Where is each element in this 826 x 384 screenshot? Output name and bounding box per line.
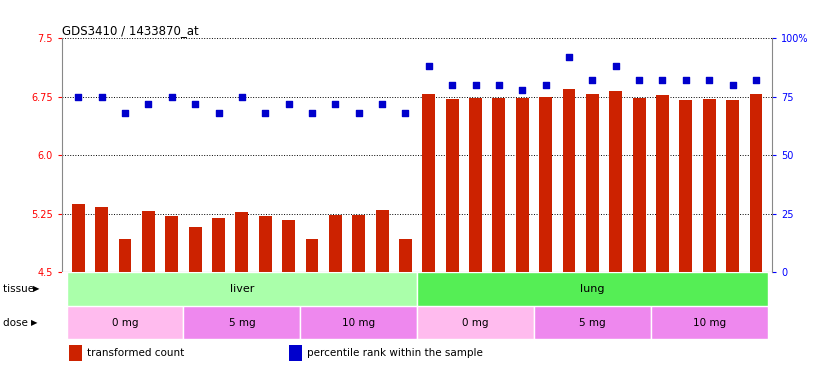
- Bar: [633, 98, 646, 272]
- Bar: [95, 207, 108, 272]
- Point: [212, 110, 225, 116]
- Bar: [417, 306, 534, 339]
- Text: 5 mg: 5 mg: [579, 318, 605, 328]
- Point: [188, 101, 202, 107]
- Bar: [422, 94, 435, 272]
- Point: [235, 94, 249, 100]
- Bar: [539, 97, 552, 272]
- Point: [609, 63, 622, 70]
- Point: [703, 78, 716, 84]
- Bar: [534, 306, 651, 339]
- Bar: [212, 218, 225, 272]
- Text: 5 mg: 5 mg: [229, 318, 255, 328]
- Bar: [188, 227, 202, 272]
- Bar: [142, 210, 154, 272]
- Point: [72, 94, 85, 100]
- Bar: [165, 216, 178, 272]
- Point: [563, 54, 576, 60]
- Text: tissue: tissue: [3, 284, 38, 294]
- Text: 0 mg: 0 mg: [463, 318, 489, 328]
- Text: ▶: ▶: [31, 318, 38, 327]
- Point: [749, 78, 762, 84]
- Bar: [726, 100, 739, 272]
- Point: [282, 101, 295, 107]
- Bar: [352, 215, 365, 272]
- Bar: [376, 210, 388, 272]
- Point: [259, 110, 272, 116]
- Bar: [72, 204, 85, 272]
- Point: [586, 78, 599, 84]
- Bar: [516, 98, 529, 272]
- Point: [726, 82, 739, 88]
- Point: [679, 78, 692, 84]
- Bar: [656, 95, 669, 272]
- Bar: [469, 98, 482, 272]
- Text: dose: dose: [3, 318, 31, 328]
- Bar: [67, 306, 183, 339]
- Bar: [610, 91, 622, 272]
- Bar: [69, 345, 82, 361]
- Bar: [235, 212, 249, 272]
- Bar: [329, 215, 342, 272]
- Point: [352, 110, 365, 116]
- Text: 0 mg: 0 mg: [112, 318, 138, 328]
- Bar: [301, 306, 417, 339]
- Text: percentile rank within the sample: percentile rank within the sample: [307, 348, 483, 358]
- Point: [376, 101, 389, 107]
- Bar: [259, 216, 272, 272]
- Point: [469, 82, 482, 88]
- Bar: [680, 100, 692, 272]
- Point: [329, 101, 342, 107]
- Bar: [492, 98, 506, 272]
- Bar: [183, 306, 301, 339]
- Bar: [563, 89, 576, 272]
- Bar: [703, 99, 715, 272]
- Point: [422, 63, 435, 70]
- Bar: [119, 239, 131, 272]
- Bar: [289, 345, 302, 361]
- Bar: [399, 239, 412, 272]
- Point: [165, 94, 178, 100]
- Bar: [651, 306, 767, 339]
- Bar: [67, 272, 417, 306]
- Text: GDS3410 / 1433870_at: GDS3410 / 1433870_at: [62, 24, 199, 37]
- Text: transformed count: transformed count: [87, 348, 184, 358]
- Text: ▶: ▶: [33, 285, 40, 293]
- Point: [445, 82, 458, 88]
- Point: [492, 82, 506, 88]
- Point: [633, 78, 646, 84]
- Point: [515, 87, 529, 93]
- Bar: [446, 99, 458, 272]
- Bar: [306, 239, 318, 272]
- Text: 10 mg: 10 mg: [693, 318, 726, 328]
- Text: 10 mg: 10 mg: [342, 318, 375, 328]
- Point: [142, 101, 155, 107]
- Bar: [586, 94, 599, 272]
- Bar: [749, 94, 762, 272]
- Point: [656, 78, 669, 84]
- Point: [539, 82, 553, 88]
- Text: liver: liver: [230, 284, 254, 294]
- Point: [95, 94, 108, 100]
- Point: [399, 110, 412, 116]
- Bar: [282, 220, 295, 272]
- Text: lung: lung: [580, 284, 605, 294]
- Point: [118, 110, 131, 116]
- Bar: [417, 272, 767, 306]
- Point: [306, 110, 319, 116]
